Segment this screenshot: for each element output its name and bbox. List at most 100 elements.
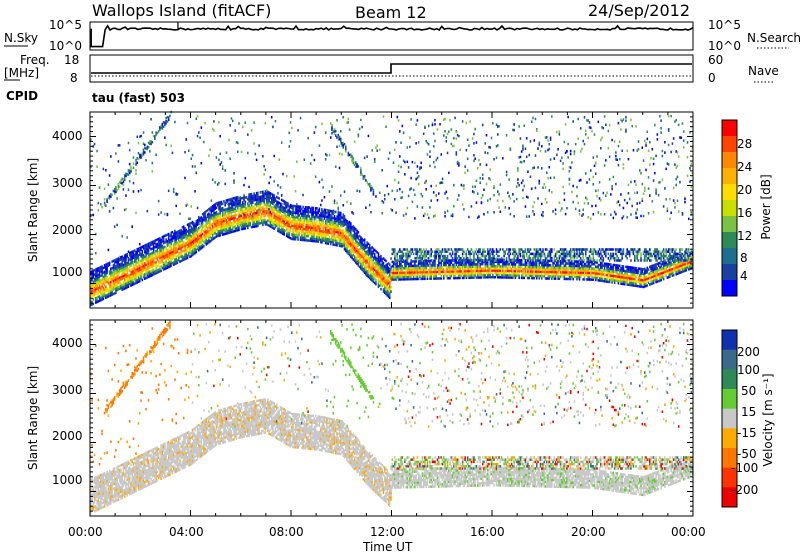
scatter-cell <box>492 122 494 125</box>
scatter-cell <box>300 117 302 120</box>
scatter-cell <box>168 190 170 193</box>
scatter-cell <box>115 292 117 295</box>
scatter-cell <box>365 206 367 209</box>
scatter-cell <box>418 278 420 281</box>
scatter-cell <box>292 231 294 234</box>
scatter-cell <box>483 213 485 216</box>
scatter-cell <box>345 146 347 149</box>
scatter-cell <box>427 275 429 278</box>
scatter-cell <box>204 122 206 125</box>
scatter-cell <box>316 207 318 210</box>
scatter-cell <box>492 248 494 251</box>
scatter-cell <box>130 264 132 267</box>
scatter-cell <box>444 130 446 133</box>
scatter-cell <box>397 116 399 119</box>
scatter-cell <box>439 255 441 258</box>
scatter-cell <box>446 136 448 139</box>
scatter-cell <box>466 149 468 152</box>
scatter-cell <box>394 149 396 152</box>
scatter-cell <box>371 149 373 152</box>
scatter-cell <box>404 271 406 274</box>
scatter-cell <box>265 169 267 172</box>
scatter-cell <box>500 269 502 272</box>
scatter-cell <box>296 160 298 163</box>
scatter-cell <box>111 194 113 197</box>
scatter-cell <box>119 272 121 275</box>
scatter-cell <box>476 201 478 204</box>
scatter-cell <box>168 119 170 122</box>
scatter-cell <box>443 134 445 137</box>
scatter-cell <box>404 173 406 176</box>
scatter-cell <box>164 213 166 216</box>
scatter-cell <box>429 206 431 209</box>
scatter-cell <box>434 262 436 265</box>
scatter-cell <box>375 283 377 286</box>
scatter-cell <box>312 209 314 212</box>
scatter-cell <box>402 257 404 260</box>
scatter-cell <box>211 199 213 202</box>
scatter-cell <box>234 129 236 132</box>
scatter-cell <box>394 179 396 182</box>
scatter-cell <box>295 190 297 193</box>
scatter-cell <box>116 224 118 227</box>
scatter-cell <box>422 206 424 209</box>
scatter-cell <box>471 248 473 251</box>
scatter-cell <box>410 118 412 121</box>
scatter-cell <box>468 144 470 147</box>
scatter-cell <box>429 156 431 159</box>
scatter-cell <box>241 151 243 154</box>
scatter-cell <box>397 272 399 275</box>
scatter-cell <box>482 174 484 177</box>
scatter-cell <box>453 137 455 140</box>
nave-label: Nave <box>748 64 779 78</box>
cpid-label: CPID <box>6 89 38 103</box>
scatter-cell <box>125 208 127 211</box>
scatter-cell <box>350 222 352 225</box>
scatter-cell <box>291 127 293 130</box>
scatter-cell <box>300 205 302 208</box>
scatter-cell <box>451 128 453 131</box>
scatter-cell <box>516 253 518 256</box>
scatter-cell <box>437 199 439 202</box>
scatter-cell <box>245 121 247 124</box>
power-scatter <box>90 111 693 307</box>
scatter-cell <box>247 133 249 136</box>
scatter-cell <box>263 165 265 168</box>
scatter-cell <box>493 250 495 253</box>
scatter-cell <box>484 250 486 253</box>
scatter-cell <box>417 205 419 208</box>
scatter-cell <box>496 248 498 251</box>
scatter-cell <box>435 194 437 197</box>
scatter-cell <box>388 157 390 160</box>
scatter-cell <box>487 152 489 155</box>
scatter-cell <box>130 170 132 173</box>
scatter-cell <box>245 201 247 204</box>
scatter-cell <box>224 183 226 186</box>
scatter-cell <box>427 277 429 280</box>
scatter-cell <box>324 196 326 199</box>
scatter-cell <box>375 147 377 150</box>
scatter-cell <box>477 263 479 266</box>
scatter-cell <box>435 273 437 276</box>
scatter-cell <box>458 164 460 167</box>
scatter-cell <box>222 203 224 206</box>
scatter-cell <box>482 124 484 127</box>
scatter-cell <box>442 178 444 181</box>
scatter-cell <box>381 169 383 172</box>
scatter-cell <box>442 248 444 251</box>
scatter-cell <box>184 177 186 180</box>
scatter-cell <box>369 204 371 207</box>
scatter-cell <box>290 140 292 143</box>
scatter-cell <box>331 124 333 127</box>
scatter-cell <box>262 155 264 158</box>
scatter-cell <box>375 281 377 284</box>
scatter-cell <box>446 264 448 267</box>
noise-trace <box>90 22 693 47</box>
scatter-cell <box>314 235 316 238</box>
scatter-cell <box>474 250 476 253</box>
scatter-cell <box>397 253 399 256</box>
scatter-cell <box>420 248 422 251</box>
scatter-cell <box>483 272 485 275</box>
cpid-value: tau (fast) 503 <box>92 91 185 105</box>
scatter-cell <box>407 146 409 149</box>
